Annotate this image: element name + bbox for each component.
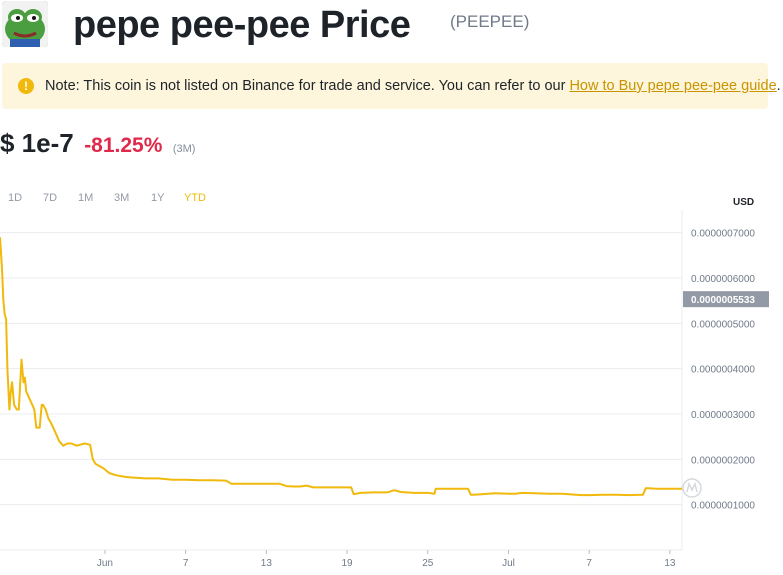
- x-tick-label: 7: [586, 558, 592, 569]
- x-tick-label: 7: [183, 558, 189, 569]
- x-tick-label: 25: [422, 558, 434, 569]
- y-tick-label: 0.0000002000: [691, 455, 755, 466]
- range-1d[interactable]: 1D: [8, 192, 23, 204]
- current-price: $ 1e-7: [0, 128, 74, 158]
- y-tick-label: 0.0000005000: [691, 319, 755, 330]
- range-1m[interactable]: 1M: [78, 192, 94, 204]
- y-axis: 0.0000001000 0.0000002000 0.0000003000 0.00…: [691, 229, 755, 512]
- price-line: [0, 237, 682, 497]
- price-chart: Jun 7 13 19 25 Jul 7 13 0.0000001000 0.000000200…: [0, 210, 769, 569]
- currency-label: USD: [733, 197, 755, 208]
- warning-icon: !: [18, 78, 34, 94]
- range-1y[interactable]: 1Y: [151, 192, 165, 204]
- y-tick-label: 0.0000004000: [691, 365, 755, 376]
- pepe-frog-icon: [2, 1, 48, 47]
- page-header: pepe pee-pee Price (PEEPEE): [0, 0, 783, 52]
- notice-message: Note: This coin is not listed on Binance…: [45, 78, 570, 94]
- x-tick-label: Jun: [97, 558, 113, 569]
- current-value-label: 0.0000005533: [691, 295, 755, 306]
- current-value-badge: [683, 291, 769, 308]
- range-ytd[interactable]: YTD: [184, 192, 206, 204]
- x-tick-label: 13: [261, 558, 273, 569]
- range-7d[interactable]: 7D: [43, 192, 58, 204]
- x-axis: Jun 7 13 19 25 Jul 7 13: [97, 550, 676, 569]
- notice-text: Note: This coin is not listed on Binance…: [45, 78, 781, 94]
- y-tick-label: 0.0000006000: [691, 274, 755, 285]
- range-3m[interactable]: 3M: [114, 192, 130, 204]
- x-tick-label: Jul: [502, 558, 515, 569]
- current-price-marker: 0.0000005533: [683, 291, 769, 308]
- notice-end: .: [776, 78, 781, 94]
- watermark-icon: [682, 478, 702, 498]
- page-title: pepe pee-pee Price: [73, 4, 411, 46]
- coin-symbol: (PEEPEE): [450, 12, 530, 31]
- chart-grid: [0, 210, 683, 551]
- price-summary: $ 1e-7 -81.25% (3M): [0, 128, 195, 164]
- y-tick-label: 0.0000007000: [691, 229, 755, 240]
- price-change: -81.25%: [84, 134, 163, 157]
- y-tick-label: 0.0000003000: [691, 410, 755, 421]
- change-period: (3M): [172, 143, 196, 155]
- y-tick-label: 0.0000001000: [691, 501, 755, 512]
- how-to-buy-link[interactable]: How to Buy pepe pee-pee guide: [569, 78, 777, 94]
- x-tick-label: 19: [341, 558, 353, 569]
- notice-banner: ! Note: This coin is not listed on Binan…: [2, 63, 781, 109]
- x-tick-label: 13: [664, 558, 676, 569]
